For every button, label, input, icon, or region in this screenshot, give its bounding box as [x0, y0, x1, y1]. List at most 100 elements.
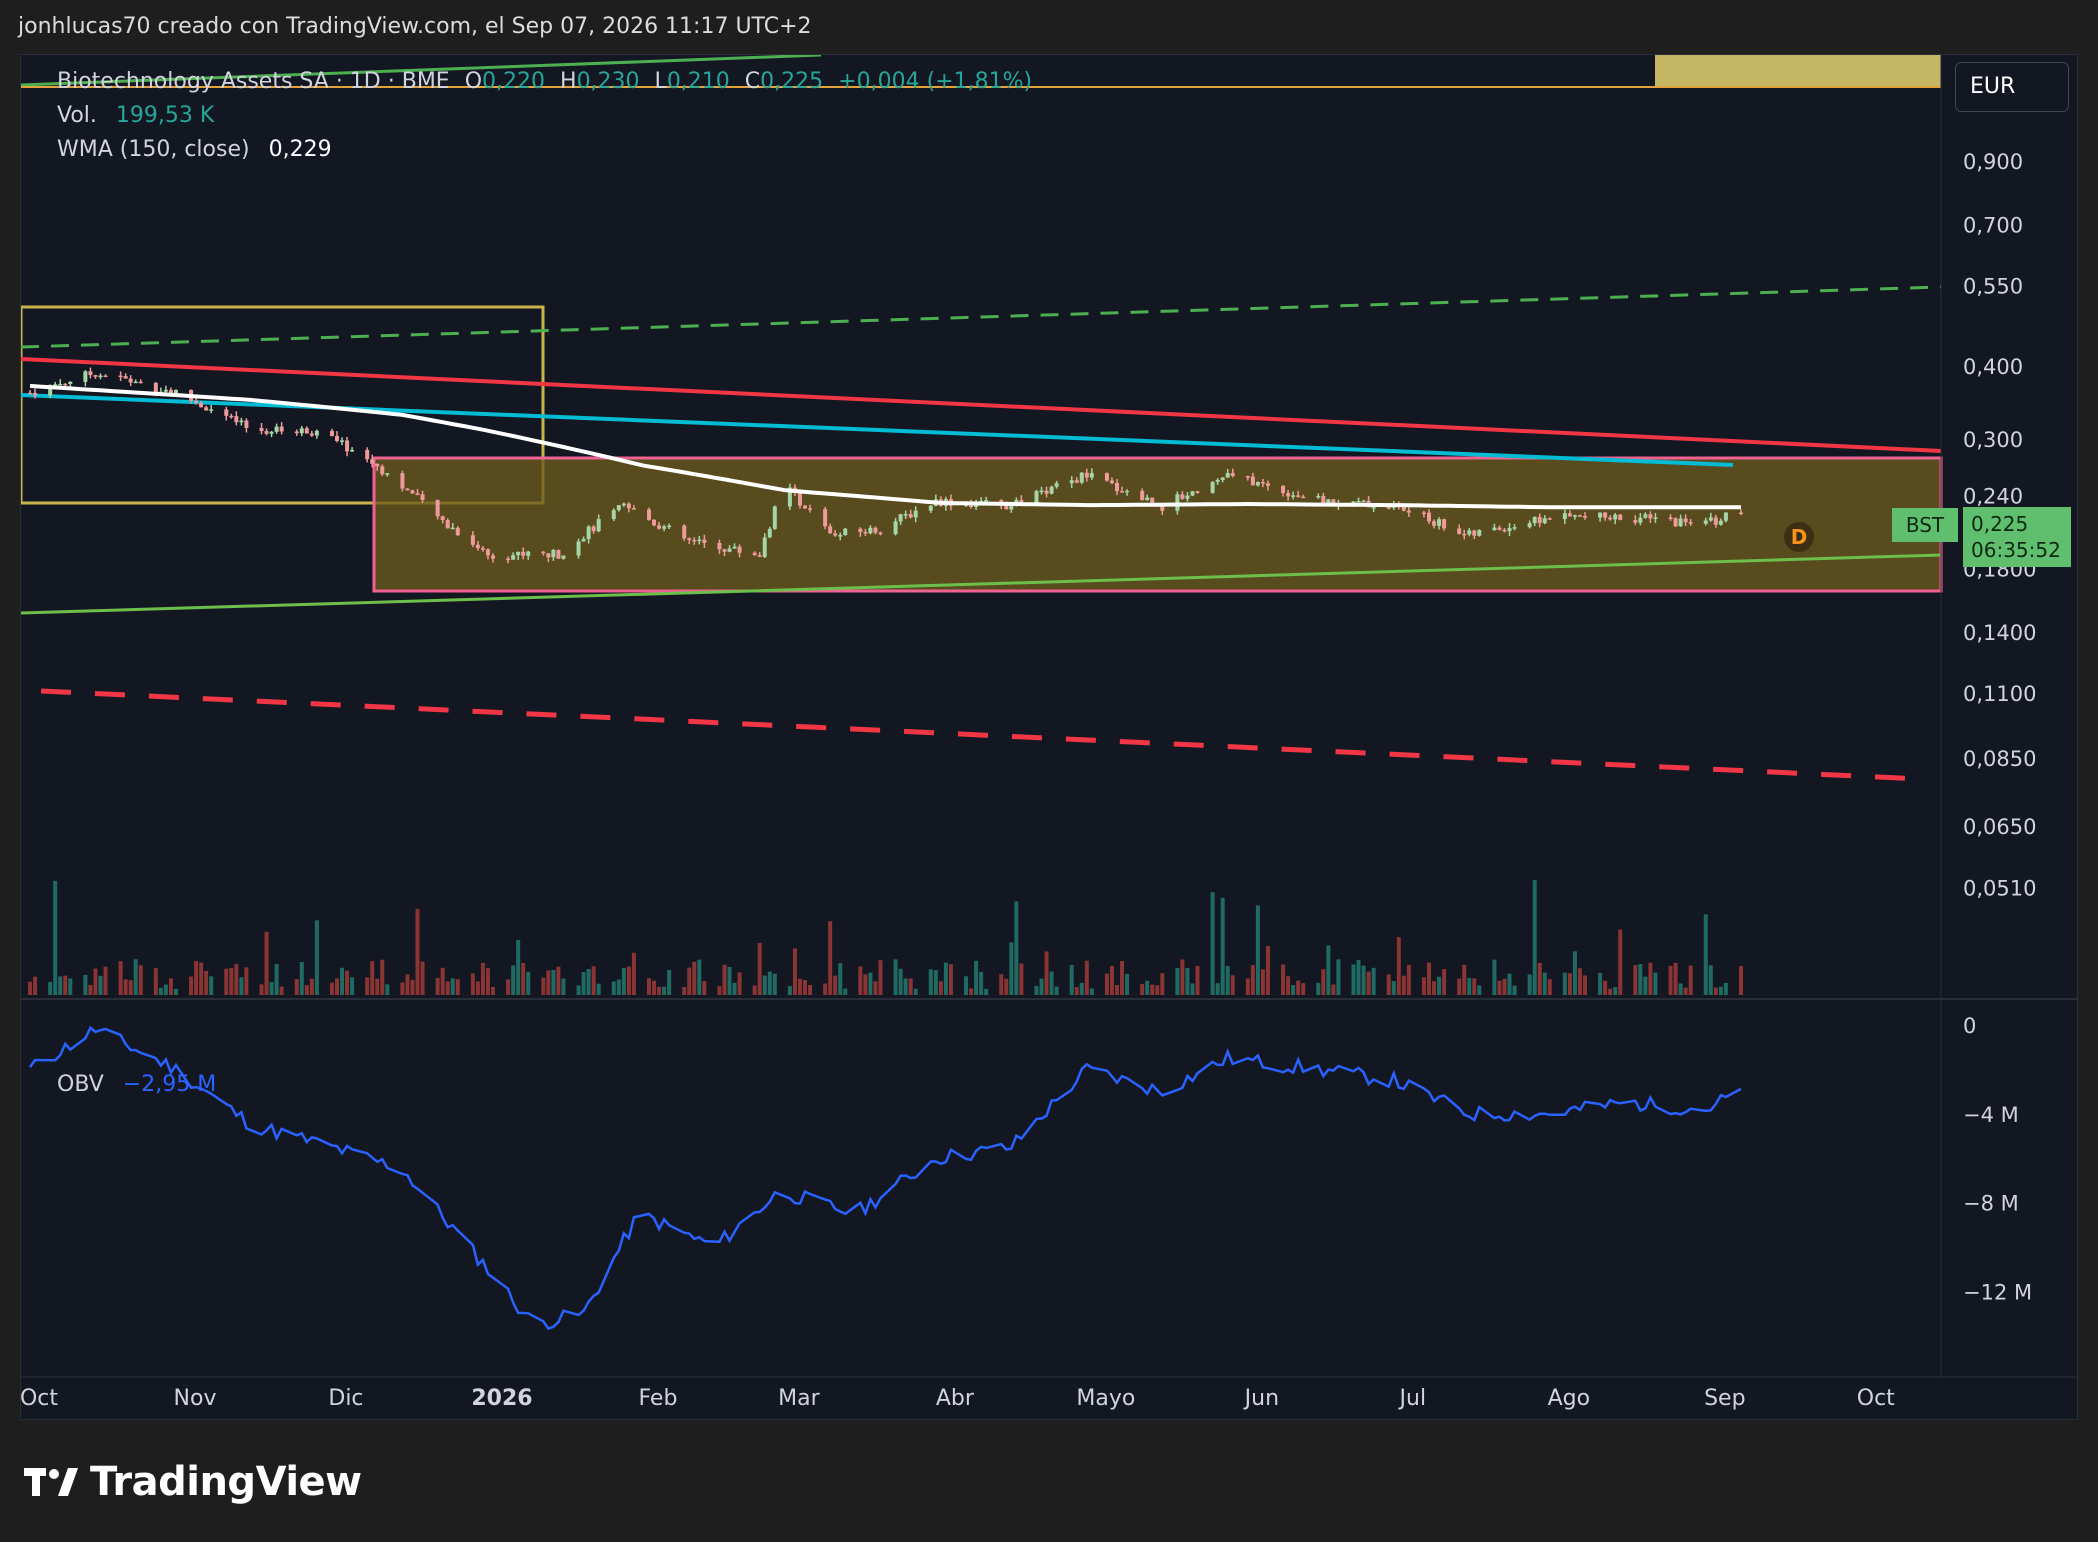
- volume-bar: [259, 984, 264, 995]
- volume-bar: [878, 960, 883, 995]
- candle-body: [1296, 495, 1301, 497]
- volume-bar: [199, 962, 204, 995]
- volume-bar: [1351, 964, 1356, 995]
- volume-bar: [98, 975, 103, 995]
- candle-body: [551, 550, 556, 558]
- volume-bar: [299, 961, 304, 995]
- tradingview-logo[interactable]: TradingView: [24, 1459, 362, 1505]
- candle-body: [1457, 528, 1462, 534]
- volume-bar: [209, 976, 214, 995]
- obv-label-text: OBV: [57, 1072, 104, 1097]
- candle-body: [1467, 530, 1472, 535]
- volume-bar: [1145, 980, 1150, 995]
- volume-bar: [1577, 968, 1582, 995]
- candle-body: [1301, 496, 1306, 499]
- volume-bar: [717, 986, 722, 995]
- candle-body: [843, 528, 848, 536]
- currency-selector[interactable]: EUR: [1955, 62, 2069, 112]
- candle-body: [611, 510, 616, 520]
- volume-bar: [1648, 962, 1653, 995]
- candle-body: [1089, 473, 1094, 478]
- volume-bar: [1175, 967, 1180, 995]
- obv-line: [28, 1025, 1742, 1331]
- volume-bar: [133, 959, 138, 995]
- candle-body: [808, 508, 813, 510]
- candle-body: [385, 473, 390, 475]
- volume-bar: [526, 971, 531, 995]
- candle-body: [898, 514, 903, 522]
- volume-bar: [1321, 969, 1326, 995]
- obv-axis-label: 0: [1963, 1014, 1976, 1038]
- candle-body: [546, 553, 551, 558]
- candle-body: [984, 500, 989, 502]
- volume-bar: [1180, 959, 1185, 995]
- volume-bar: [1185, 968, 1190, 995]
- volume-bar: [445, 981, 450, 995]
- volume-bar: [440, 967, 445, 995]
- candle-body: [1361, 500, 1366, 503]
- candle-body: [1265, 483, 1270, 486]
- candle-body: [1598, 512, 1603, 518]
- chart-canvas[interactable]: 0,9000,7000,5500,4000,3000,2400,18000,14…: [21, 55, 2077, 1419]
- volume-bar: [1442, 969, 1447, 995]
- volume-bar: [1039, 978, 1044, 995]
- volume-bar: [1542, 972, 1547, 995]
- candle-body: [586, 526, 591, 540]
- price-axis-label: 0,900: [1963, 150, 2023, 174]
- volume-bar: [229, 967, 234, 995]
- candle-body: [455, 527, 460, 536]
- candle-body: [1049, 486, 1054, 494]
- volume-bar: [335, 978, 339, 995]
- candle-body: [194, 400, 199, 403]
- volume-bar: [722, 964, 727, 995]
- candle-body: [1532, 516, 1537, 524]
- volume-bar: [264, 931, 269, 995]
- candle-body: [541, 551, 546, 554]
- volume-bar: [1497, 980, 1502, 995]
- volume-bar: [1739, 966, 1743, 995]
- volume-bar: [762, 975, 767, 995]
- candle-body: [1603, 512, 1608, 518]
- volume-bar: [138, 965, 143, 995]
- volume-bar: [1532, 880, 1537, 995]
- candle-body: [269, 431, 274, 434]
- volume-bar: [1155, 985, 1160, 995]
- candle-body: [506, 558, 511, 561]
- volume-bar: [370, 961, 375, 995]
- candle-body: [209, 409, 214, 411]
- volume-bar: [933, 970, 938, 995]
- volume-bar: [662, 986, 667, 995]
- candle-body: [53, 384, 58, 386]
- volume-bar: [984, 988, 989, 995]
- candle-body: [1250, 476, 1255, 486]
- volume-bar: [118, 961, 123, 995]
- chart-frame[interactable]: 0,900 0,700 0,550 0,400 0,300 0,240 0,1800 0,14…: [20, 54, 2078, 1420]
- obv-axis-label: −4 M: [1963, 1103, 2019, 1127]
- volume-bar: [234, 964, 239, 995]
- candle-body: [1371, 507, 1376, 509]
- dividend-badge[interactable]: D: [1784, 522, 1814, 552]
- volume-bar: [732, 982, 737, 995]
- volume-bar: [787, 986, 792, 995]
- candle-body: [767, 528, 772, 538]
- legend-close: 0,225: [760, 69, 824, 94]
- candle-body: [304, 428, 309, 434]
- legend-volume-line: Vol. 199,53 K: [57, 103, 214, 128]
- volume-bar: [1391, 981, 1396, 995]
- volume-bar: [1618, 929, 1623, 995]
- candle-body: [526, 551, 531, 556]
- volume-bar: [863, 974, 868, 995]
- volume-bar: [1079, 982, 1084, 995]
- candle-body: [480, 548, 485, 550]
- candle-body: [1104, 473, 1109, 481]
- volume-bar: [581, 972, 586, 995]
- volume-bar: [1115, 984, 1119, 995]
- volume-bar: [1286, 976, 1291, 995]
- price-axis-label: 0,0650: [1963, 815, 2036, 839]
- candle-body: [697, 539, 702, 542]
- candle-body: [98, 375, 103, 378]
- last-price-tag: 0,225 06:35:52: [1963, 507, 2071, 567]
- volume-bar: [340, 967, 345, 995]
- volume-bar: [294, 979, 299, 995]
- volume-bar: [702, 981, 707, 995]
